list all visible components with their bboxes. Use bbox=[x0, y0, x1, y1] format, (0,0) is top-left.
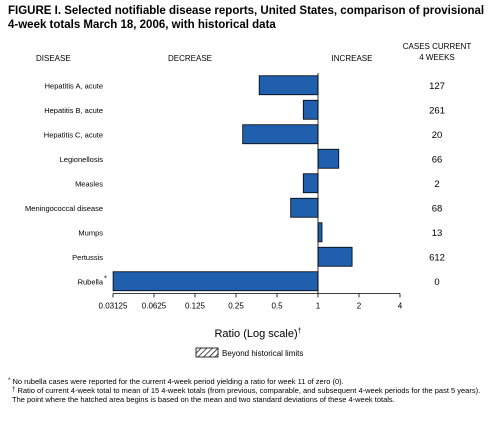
x-tick-label-0: 0.03125 bbox=[99, 302, 128, 311]
header-cases-line1: CASES CURRENT bbox=[403, 42, 472, 51]
count-measles: 2 bbox=[434, 179, 439, 190]
footnote-dagger-text: Ratio of current 4-week total to mean of… bbox=[12, 386, 481, 404]
x-tick-label-2: 0.125 bbox=[185, 302, 206, 311]
x-tick-label-3: 0.25 bbox=[228, 302, 244, 311]
footnote-ratio: † Ratio of current 4-week total to mean … bbox=[8, 386, 492, 404]
count-hepatitis-b-acute: 261 bbox=[429, 105, 445, 116]
bars-layer bbox=[112, 75, 353, 292]
bar-legionellosis bbox=[317, 148, 340, 169]
x-axis-label-text: Ratio (Log scale) bbox=[214, 328, 297, 340]
header-increase: INCREASE bbox=[332, 54, 373, 63]
x-tick-label-5: 1 bbox=[316, 302, 321, 311]
label-pertussis: Pertussis bbox=[72, 253, 103, 262]
footnote-rubella: * No rubella cases were reported for the… bbox=[8, 377, 492, 386]
x-axis-label-mark: † bbox=[298, 328, 302, 335]
label-mumps: Mumps bbox=[78, 228, 103, 237]
legend-label: Beyond historical limits bbox=[222, 349, 303, 358]
bar-meningococcal-disease bbox=[290, 197, 319, 218]
header-disease: DISEASE bbox=[36, 54, 71, 63]
bar-hepatitis-c-acute bbox=[242, 124, 319, 145]
label-measles: Measles bbox=[75, 179, 103, 188]
bar-measles bbox=[302, 173, 319, 194]
count-mumps: 13 bbox=[432, 228, 443, 239]
x-tick-label-1: 0.0625 bbox=[142, 302, 167, 311]
bar-mumps bbox=[317, 222, 323, 243]
label-rubella: Rubella bbox=[78, 277, 104, 286]
count-pertussis: 612 bbox=[429, 252, 445, 263]
label-hepatitis-c-acute: Hepatitis C, acute bbox=[44, 130, 103, 139]
bar-hepatitis-a-acute bbox=[258, 75, 319, 96]
figure-title: FIGURE I. Selected notifiable disease re… bbox=[8, 5, 485, 31]
count-legionellosis: 66 bbox=[432, 154, 443, 165]
x-tick-label-6: 2 bbox=[357, 302, 362, 311]
bar-pertussis bbox=[317, 246, 353, 267]
label-legionellosis: Legionellosis bbox=[60, 155, 104, 164]
bar-rubella bbox=[112, 271, 319, 292]
category-labels: Hepatitis A, acute Hepatitis B, acute Hepa… bbox=[25, 81, 107, 286]
label-hepatitis-b-acute: Hepatitis B, acute bbox=[44, 106, 103, 115]
header-decrease: DECREASE bbox=[168, 54, 212, 63]
label-meningococcal-disease: Meningococcal disease bbox=[25, 204, 103, 213]
footnote-dagger-mark: † bbox=[12, 387, 16, 393]
x-axis: 0.03125 0.0625 0.125 0.25 0.5 1 2 4 bbox=[99, 73, 403, 311]
label-mark-rubella: * bbox=[104, 273, 107, 282]
bar-hepatitis-b-acute bbox=[302, 99, 319, 120]
count-hepatitis-a-acute: 127 bbox=[429, 81, 445, 92]
count-rubella: 0 bbox=[434, 277, 439, 288]
footnote-star-mark: * bbox=[8, 378, 11, 384]
case-counts: 127 261 20 66 2 68 13 612 0 bbox=[429, 81, 445, 288]
x-axis-label: Ratio (Log scale)† bbox=[214, 328, 301, 340]
x-tick-label-4: 0.5 bbox=[271, 302, 283, 311]
count-hepatitis-c-acute: 20 bbox=[432, 130, 443, 141]
footnotes: * No rubella cases were reported for the… bbox=[8, 377, 492, 404]
x-tick-label-7: 4 bbox=[398, 302, 403, 311]
footnote-star-text: No rubella cases were reported for the c… bbox=[12, 377, 344, 386]
count-meningococcal-disease: 68 bbox=[432, 203, 443, 214]
header-cases-line2: 4 WEEKS bbox=[419, 53, 455, 62]
label-hepatitis-a-acute: Hepatitis A, acute bbox=[45, 81, 103, 90]
legend-hatch-swatch bbox=[195, 347, 219, 358]
